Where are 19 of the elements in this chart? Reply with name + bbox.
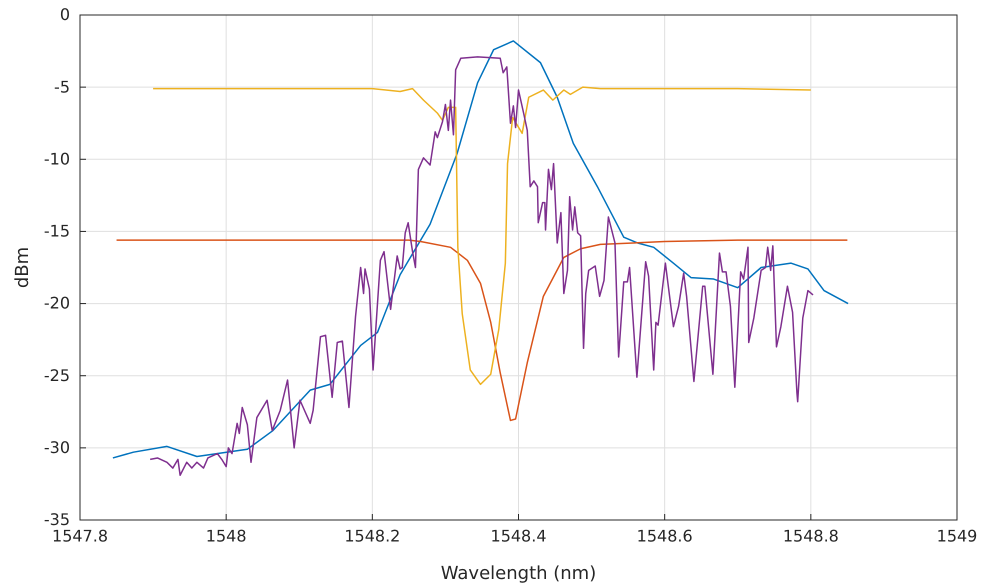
y-tick-label: -30 — [44, 438, 70, 457]
x-tick-label: 1549 — [936, 526, 978, 546]
y-axis-title: dBm — [12, 246, 33, 288]
y-tick-label: -20 — [44, 294, 70, 313]
line-series — [116, 239, 848, 422]
line-series — [152, 86, 812, 386]
x-tick-label: 1548.6 — [636, 526, 693, 546]
y-tick-label: 0 — [60, 5, 70, 24]
x-tick-label: 1548.2 — [344, 526, 400, 546]
y-tick-label: -15 — [44, 222, 70, 241]
y-tick-label: -10 — [44, 149, 70, 168]
line-series — [112, 40, 849, 459]
y-tick-label: -25 — [44, 366, 70, 385]
line-series — [149, 56, 814, 476]
x-axis-title: Wavelength (nm) — [440, 563, 596, 584]
x-tick-label: 1548.4 — [490, 526, 546, 546]
x-tick-label: 1548.8 — [782, 526, 839, 546]
y-tick-label: -5 — [54, 77, 70, 96]
x-tick-label: 1548 — [206, 526, 247, 546]
